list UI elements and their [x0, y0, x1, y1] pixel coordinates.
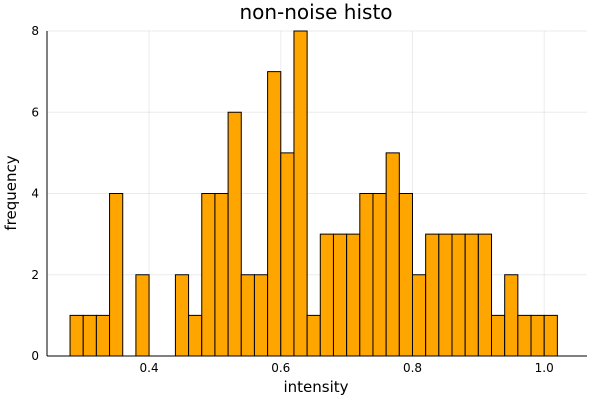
- histogram-bar: [332, 233, 348, 357]
- histogram-bar: [174, 274, 190, 357]
- histogram-bar: [306, 314, 321, 357]
- histogram-bar: [385, 152, 400, 357]
- histogram-bar: [425, 233, 440, 357]
- y-tick-labels: 0 2 4 6 8: [31, 24, 39, 363]
- histogram-bar: [477, 233, 493, 357]
- y-axis-title: frequency: [2, 155, 20, 230]
- x-tick-label: 0.6: [271, 361, 290, 375]
- histogram-bar: [451, 233, 466, 357]
- histogram-bar: [227, 111, 242, 357]
- y-tick-label: 0: [31, 349, 39, 363]
- histogram-bar: [530, 314, 545, 357]
- x-axis-title: intensity: [283, 378, 348, 396]
- histogram-bar: [109, 193, 124, 357]
- histogram-bar: [135, 274, 150, 357]
- histogram-bar: [240, 274, 255, 357]
- histogram-bar: [280, 152, 295, 357]
- histogram-bar: [491, 314, 506, 357]
- histogram-bar: [517, 314, 532, 357]
- histogram-bar: [319, 233, 334, 357]
- histogram-bar: [398, 193, 413, 357]
- histogram-bar: [69, 314, 84, 357]
- histogram-bar: [201, 193, 216, 357]
- histogram-bar: [188, 314, 203, 357]
- histogram-bar: [267, 71, 282, 357]
- histogram-bar: [543, 314, 558, 357]
- y-tick-label: 6: [31, 105, 39, 119]
- y-tick-label: 2: [31, 268, 39, 282]
- x-tick-labels: 0.4 0.6 0.8 1.0: [140, 361, 554, 375]
- x-tick-label: 1.0: [535, 361, 554, 375]
- chart-title: non-noise histo: [239, 0, 392, 24]
- histogram-bar: [346, 233, 361, 357]
- x-tick-label: 0.8: [403, 361, 422, 375]
- histogram-bar: [214, 193, 229, 357]
- histogram-bar: [293, 30, 308, 357]
- histogram-bar: [82, 314, 97, 357]
- y-tick-label: 8: [31, 24, 39, 38]
- histogram-bar: [95, 314, 111, 357]
- histogram-bar: [359, 193, 374, 357]
- histogram-bar: [253, 274, 269, 357]
- x-tick-label: 0.4: [140, 361, 159, 375]
- histogram-bar: [504, 274, 519, 357]
- histogram-bar: [438, 233, 453, 357]
- y-tick-label: 4: [31, 187, 39, 201]
- histogram-bar: [464, 233, 479, 357]
- histogram-bar: [411, 274, 427, 357]
- histogram-bar: [372, 193, 387, 357]
